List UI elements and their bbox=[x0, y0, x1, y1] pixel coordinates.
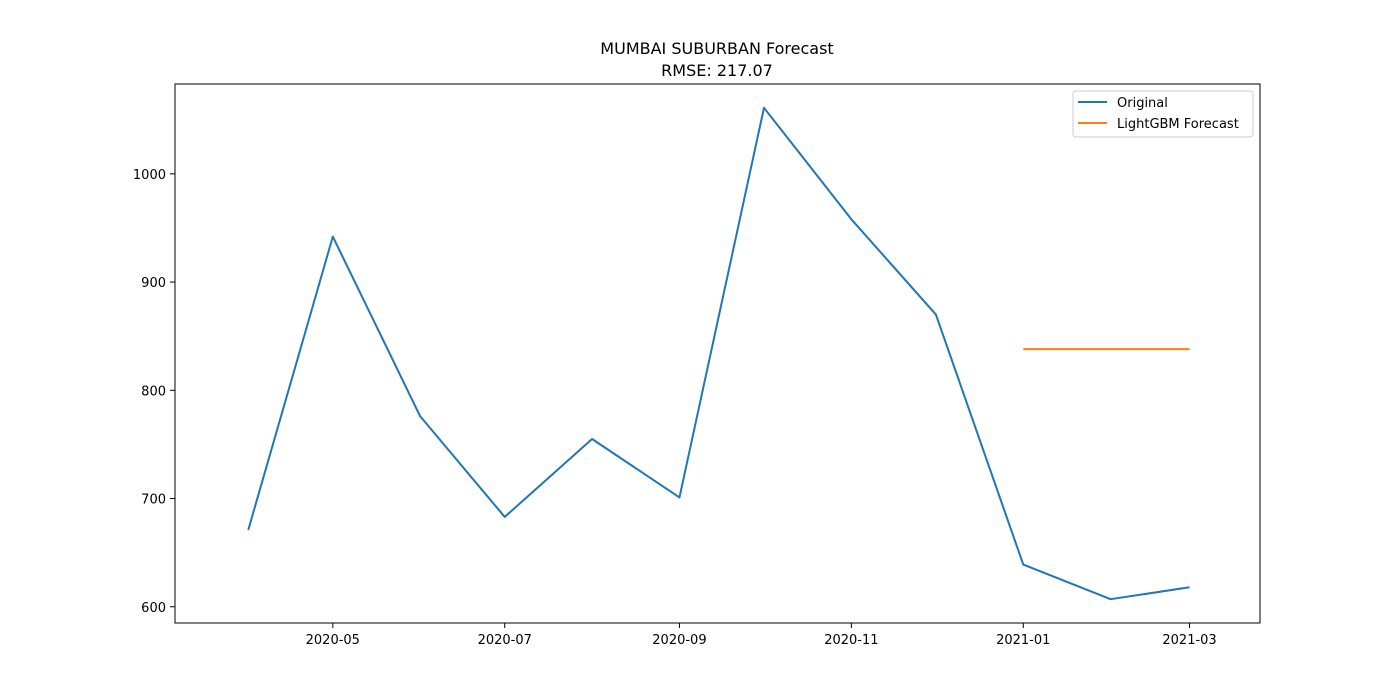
x-tick-label: 2020-07 bbox=[478, 633, 532, 648]
x-tick-label: 2021-01 bbox=[996, 633, 1050, 648]
plot-frame bbox=[174, 83, 1261, 624]
x-tick-label: 2020-05 bbox=[306, 633, 360, 648]
series-line-0 bbox=[247, 106, 1190, 601]
legend-label: LightGBM Forecast bbox=[1117, 117, 1239, 132]
y-tick-label: 1000 bbox=[133, 168, 166, 183]
x-tick-label: 2020-09 bbox=[652, 633, 706, 648]
y-tick-label: 900 bbox=[141, 276, 166, 291]
legend-box bbox=[1072, 90, 1254, 138]
y-tick-label: 800 bbox=[141, 384, 166, 399]
y-tick-label: 700 bbox=[141, 493, 166, 508]
chart-title: MUMBAI SUBURBAN Forecast bbox=[600, 39, 833, 58]
x-tick-label: 2020-11 bbox=[824, 633, 878, 648]
chart-subtitle: RMSE: 217.07 bbox=[661, 61, 773, 80]
y-tick-label: 600 bbox=[141, 601, 166, 616]
legend-label: Original bbox=[1117, 96, 1168, 111]
x-tick-label: 2021-03 bbox=[1162, 633, 1216, 648]
